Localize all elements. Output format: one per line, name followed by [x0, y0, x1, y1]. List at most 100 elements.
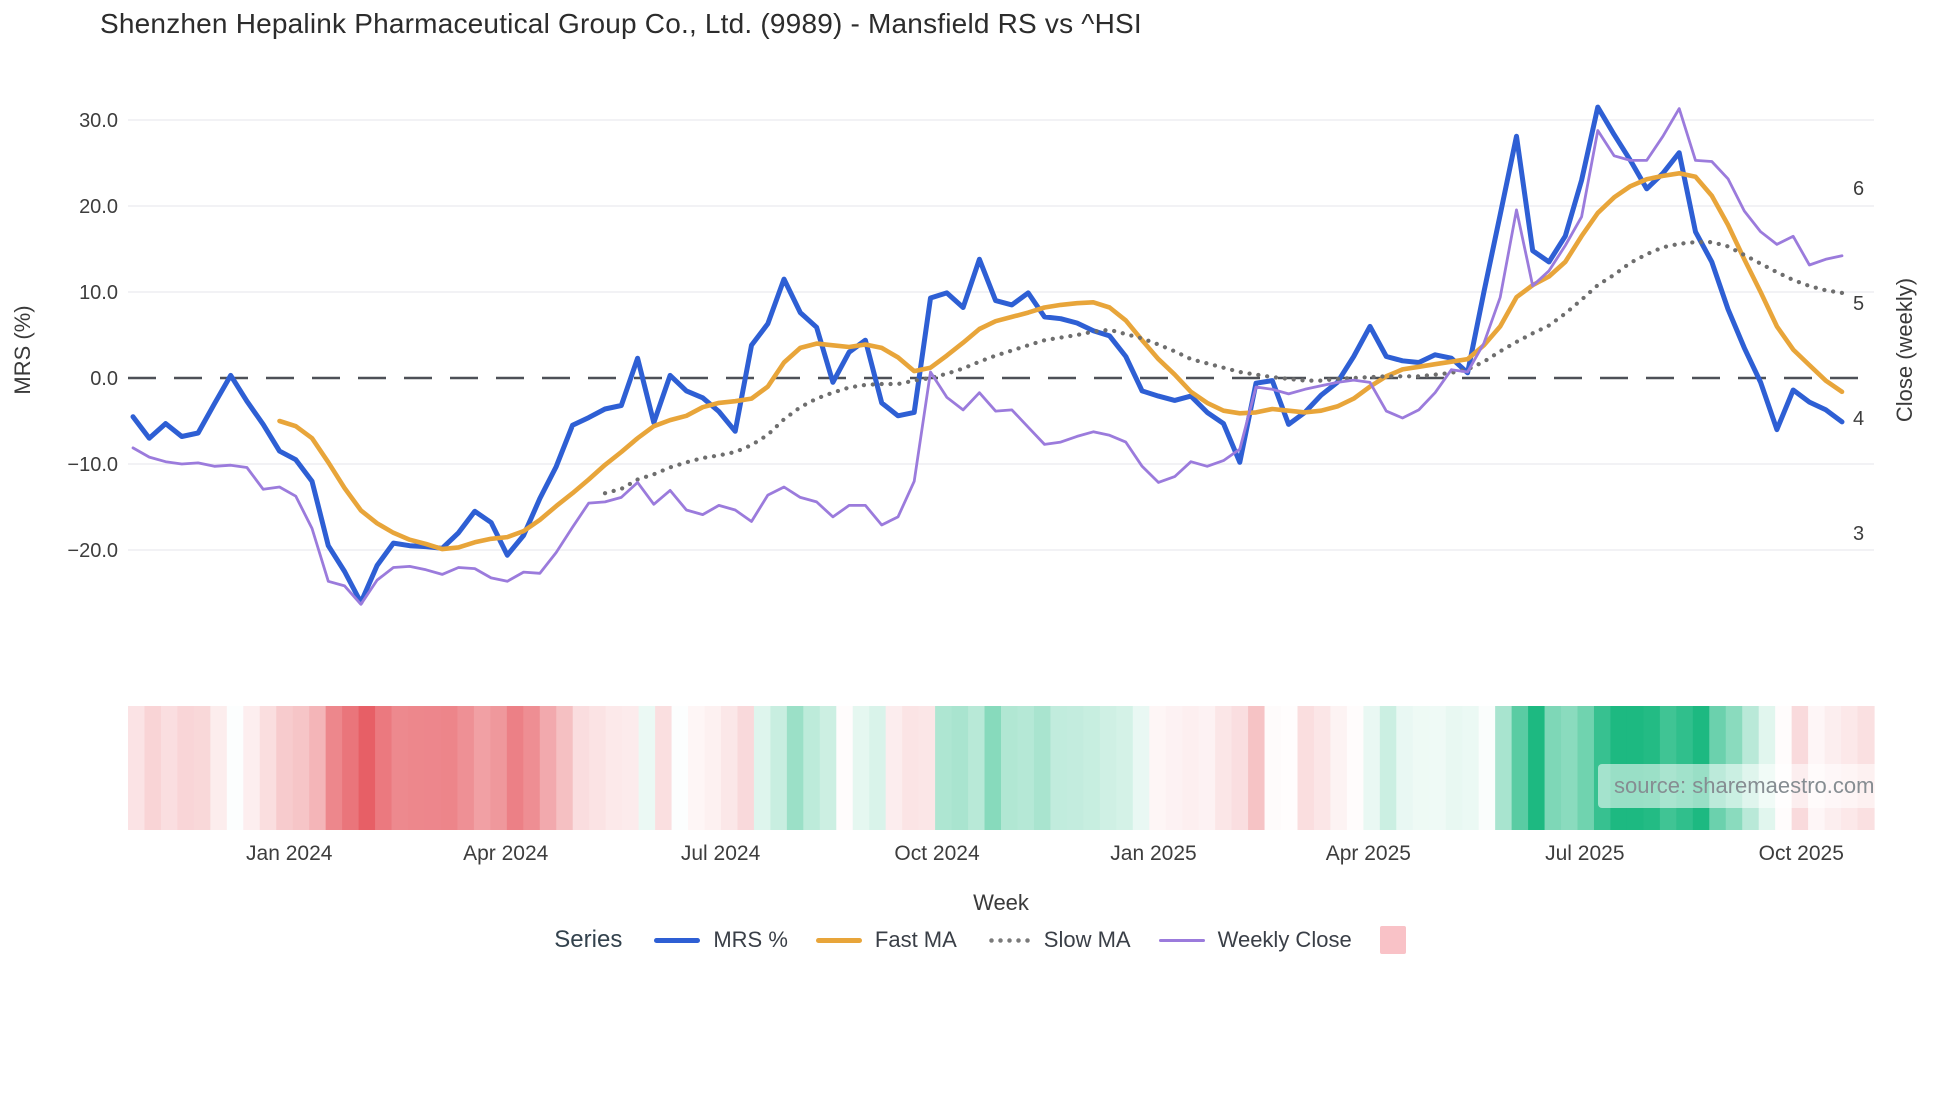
- heatmap-cell: [1462, 706, 1480, 830]
- heatmap-cell: [226, 706, 244, 830]
- heatmap-cell: [1412, 706, 1430, 830]
- heatmap-cell: [1165, 706, 1183, 830]
- x-axis-title: Week: [973, 890, 1030, 915]
- heatmap-cell: [605, 706, 623, 830]
- heatmap-cell: [1248, 706, 1266, 830]
- x-tick-label: Jan 2024: [246, 842, 333, 865]
- heatmap-cell: [457, 706, 475, 830]
- legend-label: Slow MA: [1043, 927, 1131, 952]
- legend-item-fast-ma: Fast MA: [815, 927, 957, 953]
- legend-item-slow-ma: Slow MA: [984, 927, 1131, 953]
- heatmap-cell: [1182, 706, 1200, 830]
- heatmap-cell: [968, 706, 986, 830]
- source-text: source: sharemaestro.com: [1614, 773, 1875, 798]
- heatmap-cell: [259, 706, 277, 830]
- heatmap-cell: [177, 706, 195, 830]
- heatmap-cell: [1396, 706, 1414, 830]
- heatmap-cell: [622, 706, 640, 830]
- heatmap-cell: [951, 706, 969, 830]
- heatmap-cell: [753, 706, 771, 830]
- heatmap-cell: [210, 706, 228, 830]
- heatmap-cell: [358, 706, 376, 830]
- legend-label: Weekly Close: [1217, 927, 1352, 952]
- heatmap-cell: [1083, 706, 1101, 830]
- heatmap-cell: [276, 706, 294, 830]
- heatmap-cell: [1066, 706, 1084, 830]
- heatmap-cell: [144, 706, 162, 830]
- legend-swatch-icon: [815, 937, 862, 943]
- heatmap-cell: [1116, 706, 1134, 830]
- heatmap-cell: [720, 706, 739, 830]
- heatmap-cell: [193, 706, 211, 830]
- heatmap-cell: [1001, 706, 1019, 830]
- x-tick-label: Apr 2025: [1326, 842, 1411, 865]
- heatmap-cell: [556, 706, 574, 830]
- series-line-slow-ma: [602, 240, 1845, 496]
- right-axis-title: Close (weekly): [1892, 278, 1917, 422]
- heatmap-cell: [1017, 706, 1035, 830]
- heatmap-cell: [885, 706, 903, 830]
- heatmap-cell: [803, 706, 821, 830]
- heatmap-cell: [852, 706, 870, 830]
- heatmap-cell: [918, 706, 936, 830]
- legend-label: Fast MA: [874, 927, 957, 952]
- heatmap-cell: [128, 706, 146, 830]
- heatmap-cell: [688, 706, 706, 830]
- heatmap-cell: [160, 706, 179, 830]
- right-tick-label: 6: [1853, 178, 1864, 200]
- legend-swatch-icon: [1158, 938, 1205, 942]
- legend-item-heatmap: [1379, 926, 1406, 954]
- series-line-fast-ma: [277, 171, 1845, 552]
- heatmap-cell: [770, 706, 788, 830]
- heatmap-cell: [984, 706, 1002, 830]
- legend-swatch-icon: [984, 937, 1031, 943]
- heatmap-cell: [473, 706, 491, 830]
- heatmap-cell: [375, 706, 393, 830]
- heatmap-cell: [1429, 706, 1447, 830]
- heatmap-cell: [671, 706, 689, 830]
- heatmap-cell: [589, 706, 607, 830]
- x-tick-label: Jan 2025: [1110, 842, 1196, 865]
- left-tick-label: 0.0: [90, 368, 118, 390]
- heatmap-cell: [1511, 706, 1529, 830]
- heatmap-cell: [935, 706, 953, 830]
- heatmap-cell: [440, 706, 459, 830]
- heatmap-cell: [836, 706, 854, 830]
- heatmap-cell: [786, 706, 804, 830]
- heatmap-cell: [325, 706, 343, 830]
- legend-item-mrs-: MRS %: [654, 927, 788, 953]
- legend-title: Series: [554, 926, 623, 953]
- source-watermark: source: sharemaestro.com: [1598, 764, 1891, 808]
- series-line-weekly-close: [131, 107, 1844, 606]
- legend-item-weekly-close: Weekly Close: [1158, 927, 1352, 953]
- legend: Series MRS % Fast MA Slow MA Weekly Close: [0, 926, 1960, 954]
- heatmap-cell: [572, 706, 590, 830]
- left-tick-label: −10.0: [67, 454, 118, 476]
- left-axis-title: MRS (%): [10, 305, 35, 394]
- heatmap-cell: [523, 706, 541, 830]
- heatmap-cell: [1379, 706, 1397, 830]
- heatmap-cell: [1495, 706, 1513, 830]
- heatmap-cell: [1297, 706, 1315, 830]
- right-tick-label: 3: [1853, 523, 1864, 545]
- heatmap-cell: [1132, 706, 1150, 830]
- heatmap-cell: [1264, 706, 1282, 830]
- heatmap-cell: [819, 706, 837, 830]
- heatmap-cell: [1281, 706, 1299, 830]
- heatmap-cell: [1149, 706, 1167, 830]
- heatmap-cell: [1231, 706, 1249, 830]
- page-title: Shenzhen Hepalink Pharmaceutical Group C…: [100, 8, 1142, 39]
- heatmap-cell: [1363, 706, 1381, 830]
- heatmap-cell: [1478, 706, 1496, 830]
- heatmap-cell: [1561, 706, 1579, 830]
- right-tick-label: 4: [1853, 408, 1864, 430]
- left-tick-label: 30.0: [79, 110, 118, 132]
- heatmap-cell: [490, 706, 508, 830]
- x-tick-label: Jul 2024: [681, 842, 761, 865]
- heatmap-cell: [408, 706, 426, 830]
- heatmap-cell: [292, 706, 310, 830]
- heatmap-cell: [1445, 706, 1463, 830]
- heatmap-cell: [655, 706, 673, 830]
- left-tick-label: 10.0: [79, 282, 118, 304]
- heatmap-cell: [1198, 706, 1216, 830]
